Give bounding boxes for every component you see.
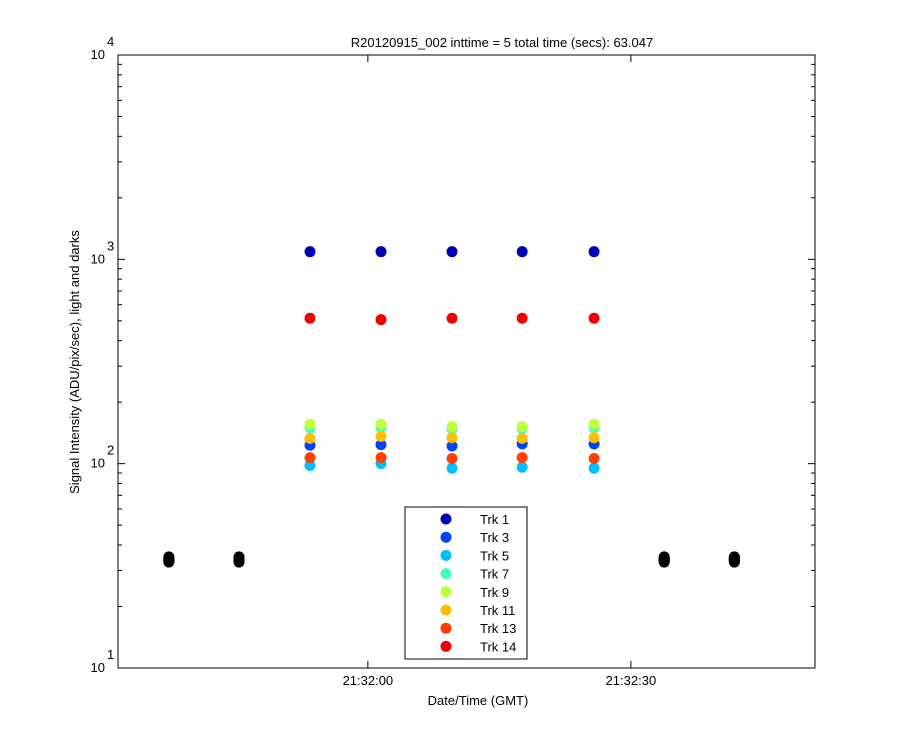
point (516, 421, 528, 433)
point (588, 246, 600, 258)
point (375, 418, 387, 430)
point (304, 432, 316, 444)
legend-label: Trk 14 (480, 639, 516, 654)
legend-label: Trk 3 (480, 530, 509, 545)
x-tick-label: 21:32:30 (606, 673, 657, 688)
legend-marker (440, 604, 452, 616)
chart-title: R20120915_002 inttime = 5 total time (se… (351, 35, 653, 50)
point (304, 312, 316, 324)
dark-point (163, 555, 175, 567)
dark-point (728, 555, 740, 567)
y-tick-exponent: 2 (107, 443, 114, 458)
point (588, 418, 600, 430)
y-axis-label: Signal Intensity (ADU/pix/sec), light an… (67, 230, 82, 494)
point (304, 452, 316, 464)
y-tick-exponent: 1 (107, 647, 114, 662)
legend-label: Trk 7 (480, 567, 509, 582)
point (446, 246, 458, 258)
point (375, 314, 387, 326)
legend-marker (440, 568, 452, 580)
y-tick-label: 10 (91, 660, 105, 675)
point (446, 421, 458, 433)
legend-marker (440, 622, 452, 634)
point (588, 312, 600, 324)
legend (404, 506, 528, 660)
point (375, 452, 387, 464)
point (588, 452, 600, 464)
legend-label: Trk 1 (480, 512, 509, 527)
point (446, 462, 458, 474)
y-tick-label: 10 (91, 456, 105, 471)
legend-label: Trk 9 (480, 585, 509, 600)
point (304, 418, 316, 430)
point (375, 246, 387, 258)
dark-point (233, 555, 245, 567)
dark-point (658, 555, 670, 567)
y-tick-label: 10 (91, 47, 105, 62)
point (304, 459, 316, 471)
point (516, 312, 528, 324)
point (516, 461, 528, 473)
point (446, 452, 458, 464)
point (375, 439, 387, 451)
legend-label: Trk 11 (480, 603, 515, 618)
point (516, 452, 528, 464)
y-tick-exponent: 3 (107, 238, 114, 253)
point (446, 432, 458, 444)
point (588, 432, 600, 444)
legend-marker (440, 586, 452, 598)
x-tick-label: 21:32:00 (343, 673, 394, 688)
point (516, 432, 528, 444)
point (446, 312, 458, 324)
point (304, 246, 316, 258)
legend-label: Trk 13 (480, 621, 516, 636)
point (446, 440, 458, 452)
legend-marker (440, 513, 452, 525)
point (588, 462, 600, 474)
point (375, 430, 387, 442)
x-axis-label: Date/Time (GMT) (428, 693, 529, 708)
legend-marker (440, 549, 452, 561)
legend-label: Trk 5 (480, 548, 509, 563)
legend-marker (440, 640, 452, 652)
legend-marker (440, 531, 452, 543)
y-tick-label: 10 (91, 251, 105, 266)
point (516, 246, 528, 258)
y-tick-exponent: 4 (107, 34, 114, 49)
